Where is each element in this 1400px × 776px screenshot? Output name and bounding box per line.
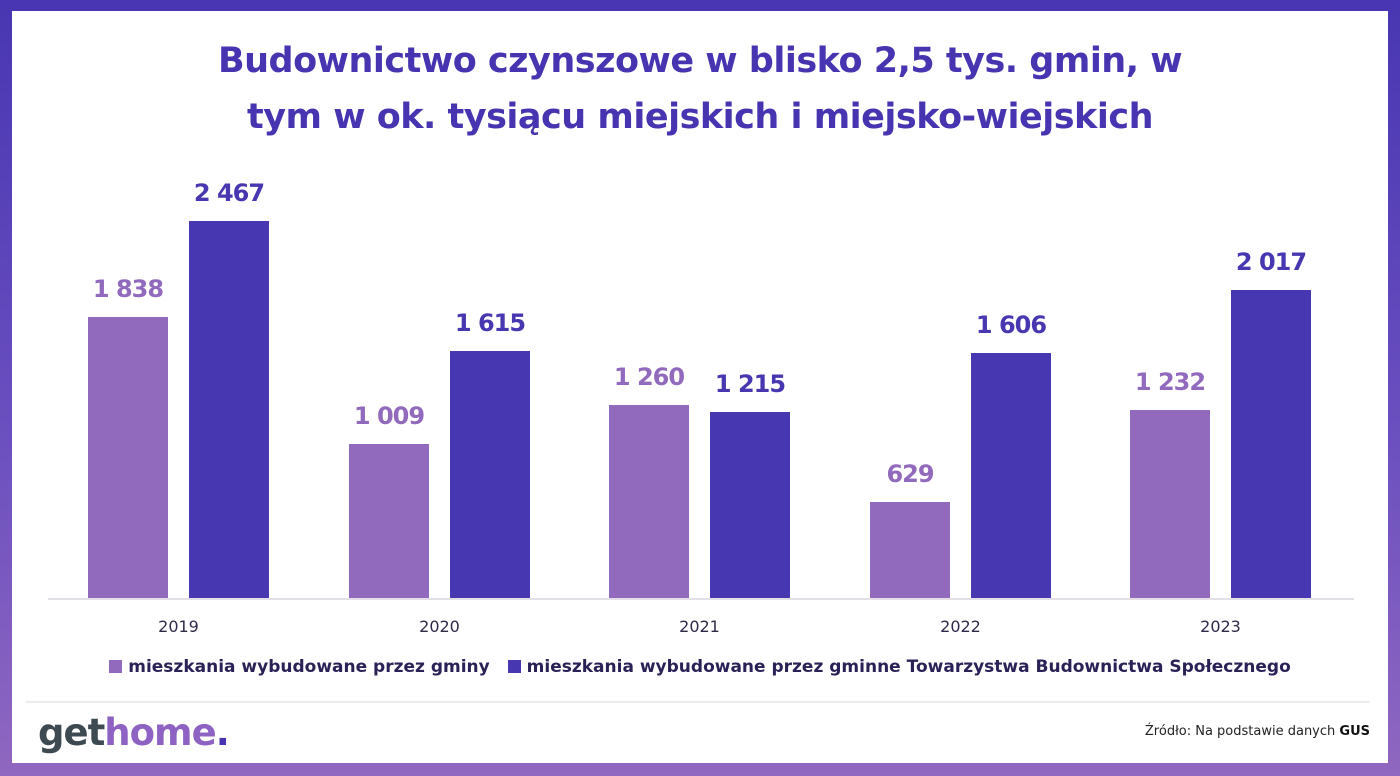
x-tick-2019: 2019 [158, 617, 199, 636]
value-label-2019-series-2: 2 467 [193, 179, 265, 207]
gethome-logo: gethome. [38, 711, 230, 754]
bar-2019-series-2 [189, 221, 269, 598]
legend-item-tbs: mieszkania wybudowane przez gminne Towar… [507, 657, 1291, 677]
value-label-2022-series-2: 1 606 [975, 311, 1047, 339]
value-label-2022-series-1: 629 [886, 460, 934, 488]
x-tick-2020: 2020 [419, 617, 460, 636]
value-label-2023-series-1: 1 232 [1134, 368, 1206, 396]
plot-area: 1 838 2 467 1 009 1 615 1 260 1 215 629 1 606 1 … [12, 11, 1388, 763]
chart-title-line-2: tym w ok. tysiącu miejskich i miejsko-wi… [247, 97, 1153, 137]
x-tick-2023: 2023 [1200, 617, 1241, 636]
legend-item-gminy: mieszkania wybudowane przez gminy [109, 657, 490, 677]
chart-title: Budownictwo czynszowe w blisko 2,5 tys. … [12, 33, 1388, 145]
legend-swatch-tbs [507, 660, 521, 673]
bar-2021-series-1 [609, 405, 689, 598]
value-label-2021-series-2: 1 215 [714, 370, 786, 398]
value-label-2020-series-1: 1 009 [353, 402, 425, 430]
x-tick-2021: 2021 [679, 617, 720, 636]
bar-2022-series-1 [870, 502, 950, 598]
source-note: Źródło: Na podstawie danych GUS [1144, 724, 1370, 739]
value-label-2023-series-2: 2 017 [1235, 248, 1307, 276]
bar-2020-series-2 [450, 351, 530, 598]
bar-2022-series-2 [971, 353, 1051, 598]
legend: mieszkania wybudowane przez gminy mieszk… [12, 657, 1388, 677]
legend-swatch-gminy [109, 660, 123, 673]
value-label-2021-series-1: 1 260 [613, 363, 685, 391]
x-axis-line [48, 598, 1354, 600]
bar-2020-series-1 [349, 444, 429, 598]
bar-2021-series-2 [710, 412, 790, 598]
bar-2023-series-2 [1231, 290, 1311, 598]
value-label-2019-series-1: 1 838 [92, 275, 164, 303]
value-label-2020-series-2: 1 615 [454, 309, 526, 337]
x-tick-2022: 2022 [940, 617, 981, 636]
bar-2023-series-1 [1130, 410, 1210, 598]
chart-title-line-1: Budownictwo czynszowe w blisko 2,5 tys. … [217, 41, 1183, 81]
chart-card: Budownictwo czynszowe w blisko 2,5 tys. … [12, 11, 1388, 763]
footer-divider [26, 701, 1370, 703]
bar-2019-series-1 [88, 317, 168, 598]
